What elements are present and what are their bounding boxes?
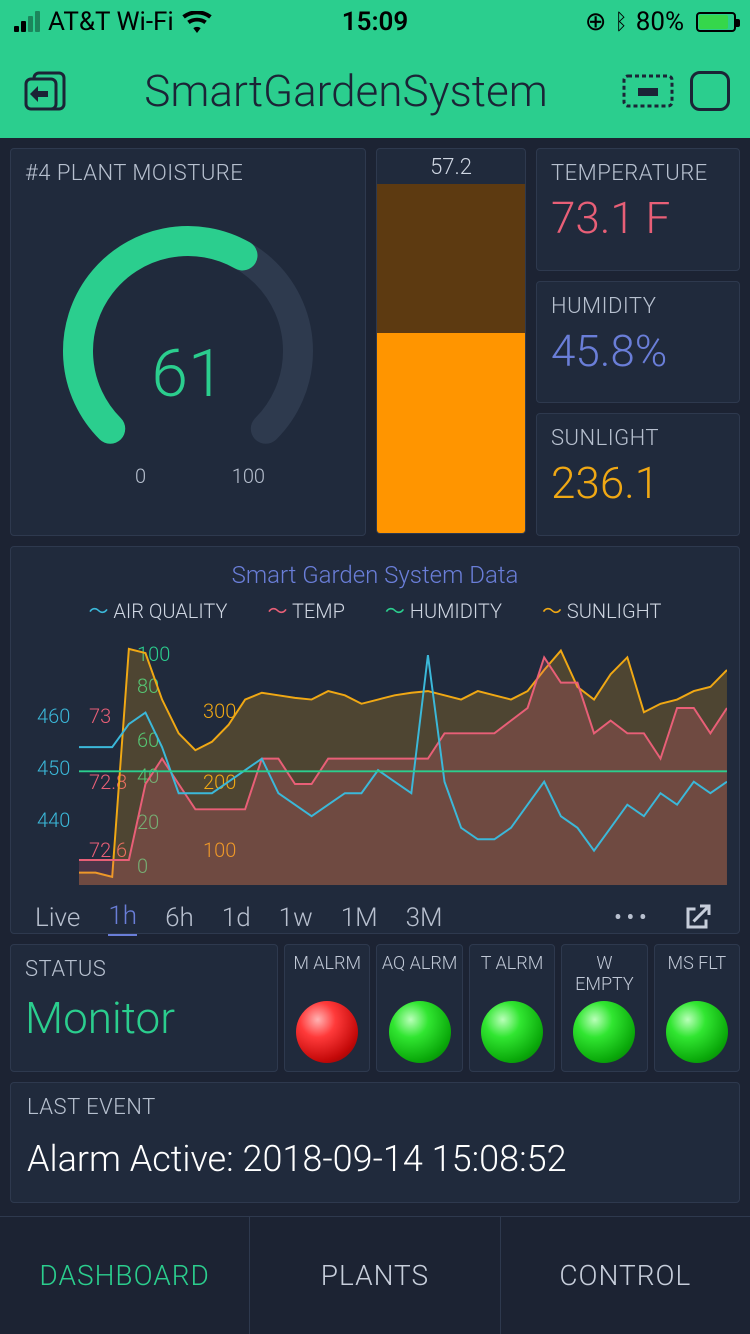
alarm-t-alrm: T ALRM bbox=[469, 944, 555, 1072]
sunlight-card: SUNLIGHT 236.1 bbox=[536, 413, 740, 536]
last-event-text: Alarm Active: 2018-09-14 15:08:52 bbox=[27, 1120, 723, 1190]
alarm-ms-flt: MS FLT bbox=[654, 944, 740, 1072]
timescale-1h[interactable]: 1h bbox=[108, 901, 137, 936]
tab-control[interactable]: CONTROL bbox=[501, 1217, 750, 1334]
chart-title: Smart Garden System Data bbox=[19, 557, 731, 595]
alarm-led bbox=[573, 1001, 635, 1063]
legend-hum: HUMIDITY bbox=[385, 595, 502, 624]
battery-icon: ⚡︎ bbox=[692, 12, 736, 32]
temperature-value: 73.1 F bbox=[551, 192, 725, 244]
temperature-card: TEMPERATURE 73.1 F bbox=[536, 148, 740, 271]
level-bar-value: 57.2 bbox=[376, 148, 526, 184]
back-device-icon[interactable] bbox=[20, 65, 72, 117]
humidity-card: HUMIDITY 45.8% bbox=[536, 281, 740, 404]
status-value: Monitor bbox=[25, 992, 263, 1044]
gauge-max: 100 bbox=[232, 464, 265, 488]
alarm-led bbox=[666, 1001, 728, 1063]
alarm-label: M ALRM bbox=[293, 953, 361, 974]
status-label: STATUS bbox=[25, 957, 263, 982]
status-row: STATUS Monitor M ALRM AQ ALRM T ALRM W E… bbox=[10, 944, 740, 1072]
alarm-led bbox=[389, 1001, 451, 1063]
rotation-lock-icon: ⊕ bbox=[585, 7, 607, 37]
level-bar-card: 57.2 bbox=[376, 148, 526, 536]
timescale-6h[interactable]: 6h bbox=[165, 903, 194, 933]
bluetooth-icon: ᛒ bbox=[615, 10, 628, 35]
alarm-w-empty: W EMPTY bbox=[561, 944, 647, 1072]
timescale-1w[interactable]: 1w bbox=[279, 903, 313, 933]
moisture-label: #4 PLANT MOISTURE bbox=[25, 161, 351, 186]
carrier-label: AT&T Wi-Fi bbox=[48, 7, 174, 37]
legend-aq: AIR QUALITY bbox=[89, 595, 228, 624]
alarm-label: W EMPTY bbox=[566, 953, 642, 995]
app-title: SmartGardenSystem bbox=[86, 65, 606, 117]
wifi-icon bbox=[182, 11, 212, 33]
alarm-label: AQ ALRM bbox=[382, 953, 457, 974]
menu-box[interactable] bbox=[690, 71, 730, 111]
timescale-Live[interactable]: Live bbox=[35, 903, 80, 933]
alarm-label: MS FLT bbox=[668, 953, 727, 974]
legend-sun: SUNLIGHT bbox=[542, 595, 661, 624]
board-icon[interactable] bbox=[620, 70, 676, 112]
status-bar: AT&T Wi-Fi 15:09 ⊕ ᛒ 80% ⚡︎ bbox=[0, 0, 750, 44]
alarm-m-alrm: M ALRM bbox=[284, 944, 370, 1072]
chart-legend: AIR QUALITY TEMP HUMIDITY SUNLIGHT bbox=[19, 595, 731, 624]
legend-temp: TEMP bbox=[267, 595, 344, 624]
alarm-led bbox=[481, 1001, 543, 1063]
temperature-label: TEMPERATURE bbox=[551, 161, 725, 186]
tab-dashboard[interactable]: DASHBOARD bbox=[0, 1217, 250, 1334]
last-event-label: LAST EVENT bbox=[27, 1095, 723, 1120]
clock: 15:09 bbox=[342, 7, 409, 37]
timescale-1d[interactable]: 1d bbox=[222, 903, 251, 933]
humidity-value: 45.8% bbox=[551, 325, 725, 377]
status-card: STATUS Monitor bbox=[10, 944, 278, 1072]
level-bar-fill bbox=[377, 333, 525, 533]
alarm-label: T ALRM bbox=[481, 953, 544, 974]
timescale-row: Live 1h 6h 1d 1w 1M 3M ••• bbox=[19, 890, 731, 948]
app-header: SmartGardenSystem bbox=[0, 44, 750, 138]
moisture-card: #4 PLANT MOISTURE 61 0 100 bbox=[10, 148, 366, 536]
humidity-label: HUMIDITY bbox=[551, 294, 725, 319]
alarm-aq-alrm: AQ ALRM bbox=[376, 944, 462, 1072]
signal-icon bbox=[14, 12, 40, 32]
more-icon[interactable]: ••• bbox=[614, 903, 651, 933]
tab-plants[interactable]: PLANTS bbox=[250, 1217, 500, 1334]
alarm-led bbox=[296, 1001, 358, 1063]
timescale-1M[interactable]: 1M bbox=[341, 903, 378, 933]
share-icon[interactable] bbox=[679, 900, 715, 936]
last-event-card: LAST EVENT Alarm Active: 2018-09-14 15:0… bbox=[10, 1082, 740, 1203]
sunlight-value: 236.1 bbox=[551, 457, 725, 509]
timescale-3M[interactable]: 3M bbox=[406, 903, 443, 933]
tab-bar: DASHBOARDPLANTSCONTROL bbox=[0, 1216, 750, 1334]
chart-svg[interactable] bbox=[79, 632, 727, 885]
battery-pct: 80% bbox=[636, 7, 684, 37]
sunlight-label: SUNLIGHT bbox=[551, 426, 725, 451]
moisture-value: 61 bbox=[25, 336, 351, 413]
chart-card: Smart Garden System Data AIR QUALITY TEM… bbox=[10, 546, 740, 934]
gauge-min: 0 bbox=[135, 464, 146, 488]
